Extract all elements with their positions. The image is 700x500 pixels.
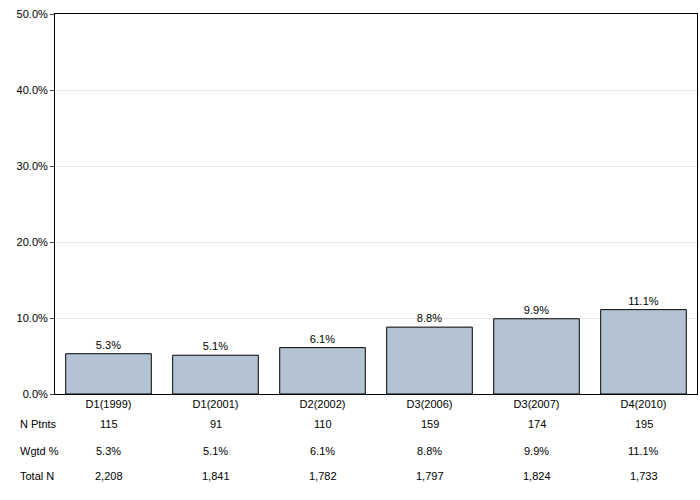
svg-text:159: 159 (421, 418, 439, 430)
svg-text:D2(2002): D2(2002) (300, 398, 346, 410)
svg-text:Total N: Total N (20, 470, 54, 482)
svg-text:10.0%: 10.0% (17, 312, 48, 324)
svg-text:D1(2001): D1(2001) (193, 398, 239, 410)
svg-text:2,208: 2,208 (95, 470, 123, 482)
svg-text:115: 115 (100, 418, 118, 430)
svg-text:Wgtd %: Wgtd % (20, 445, 59, 457)
svg-text:195: 195 (635, 418, 653, 430)
svg-text:11.1%: 11.1% (628, 445, 659, 457)
svg-text:11.1%: 11.1% (628, 295, 659, 307)
svg-text:110: 110 (314, 418, 332, 430)
svg-text:8.8%: 8.8% (417, 312, 442, 324)
svg-text:20.0%: 20.0% (17, 236, 48, 248)
svg-text:40.0%: 40.0% (17, 84, 48, 96)
svg-text:D4(2010): D4(2010) (621, 398, 667, 410)
svg-text:9.9%: 9.9% (524, 304, 549, 316)
svg-text:6.1%: 6.1% (310, 333, 335, 345)
svg-text:D3(2007): D3(2007) (514, 398, 560, 410)
svg-text:1,797: 1,797 (416, 470, 444, 482)
svg-text:5.1%: 5.1% (203, 445, 228, 457)
svg-text:5.1%: 5.1% (203, 340, 228, 352)
svg-text:1,824: 1,824 (523, 470, 551, 482)
svg-text:91: 91 (210, 418, 222, 430)
svg-text:D3(2006): D3(2006) (407, 398, 453, 410)
svg-text:N Ptnts: N Ptnts (20, 418, 57, 430)
svg-text:0.0%: 0.0% (23, 388, 48, 400)
svg-text:1,733: 1,733 (630, 470, 658, 482)
svg-text:30.0%: 30.0% (17, 160, 48, 172)
svg-text:9.9%: 9.9% (524, 445, 549, 457)
svg-text:5.3%: 5.3% (96, 339, 121, 351)
svg-text:D1(1999): D1(1999) (86, 398, 132, 410)
svg-text:1,841: 1,841 (202, 470, 230, 482)
svg-text:5.3%: 5.3% (96, 445, 121, 457)
svg-text:6.1%: 6.1% (310, 445, 335, 457)
svg-text:50.0%: 50.0% (17, 8, 48, 20)
svg-text:8.8%: 8.8% (417, 445, 442, 457)
svg-text:1,782: 1,782 (309, 470, 337, 482)
svg-text:174: 174 (528, 418, 546, 430)
